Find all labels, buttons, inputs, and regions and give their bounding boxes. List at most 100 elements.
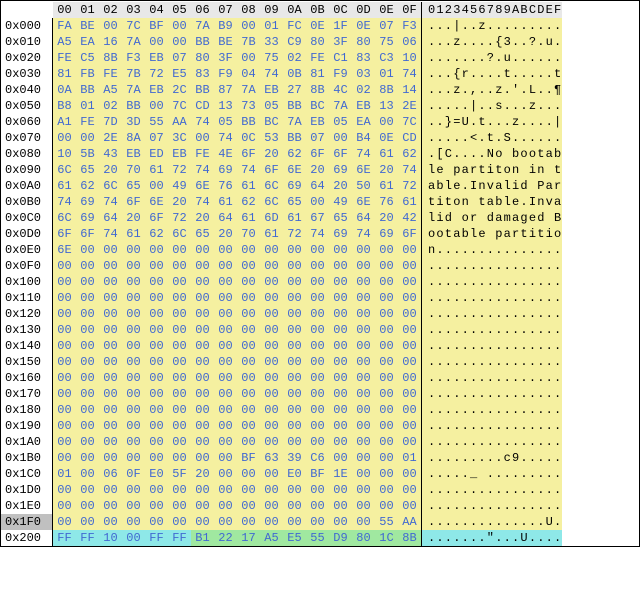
hex-byte[interactable]: 00 — [237, 274, 260, 290]
hex-byte[interactable]: 1F — [329, 18, 352, 34]
row-ascii[interactable]: ................ — [422, 338, 562, 354]
hex-byte[interactable]: 00 — [375, 482, 398, 498]
hex-byte[interactable]: 00 — [168, 354, 191, 370]
hex-byte[interactable]: 80 — [352, 34, 375, 50]
hex-byte[interactable]: 00 — [375, 354, 398, 370]
hex-byte[interactable]: 00 — [352, 466, 375, 482]
hex-byte[interactable]: 00 — [237, 322, 260, 338]
hex-byte[interactable]: 00 — [122, 290, 145, 306]
hex-byte[interactable]: 00 — [352, 418, 375, 434]
hex-byte[interactable]: 00 — [53, 322, 76, 338]
row-ascii[interactable]: ......."...U.... — [422, 530, 562, 546]
hex-byte[interactable]: 2E — [99, 130, 122, 146]
hex-byte[interactable]: 00 — [191, 306, 214, 322]
hex-byte[interactable]: 00 — [283, 434, 306, 450]
row-ascii[interactable]: ................ — [422, 274, 562, 290]
hex-byte[interactable]: 00 — [145, 258, 168, 274]
hex-byte[interactable]: 69 — [329, 226, 352, 242]
hex-byte[interactable]: 20 — [122, 210, 145, 226]
hex-byte[interactable]: 72 — [168, 210, 191, 226]
row-ascii[interactable]: .....<.t.S...... — [422, 130, 562, 146]
hex-byte[interactable]: 00 — [191, 322, 214, 338]
hex-byte[interactable]: 00 — [260, 290, 283, 306]
hex-byte[interactable]: 00 — [53, 290, 76, 306]
hex-row[interactable]: 0x1B00000000000000000BF6339C600000001...… — [1, 450, 639, 466]
row-ascii[interactable]: ...{r....t.....t — [422, 66, 562, 82]
hex-byte[interactable]: 61 — [237, 178, 260, 194]
hex-byte[interactable]: 00 — [53, 130, 76, 146]
hex-byte[interactable]: 61 — [375, 146, 398, 162]
hex-row[interactable]: 0x050B80102BB007CCD137305BBBC7AEB132E...… — [1, 98, 639, 114]
hex-byte[interactable]: 75 — [260, 50, 283, 66]
hex-byte[interactable]: BF — [306, 466, 329, 482]
hex-byte[interactable]: 00 — [168, 18, 191, 34]
hex-byte[interactable]: BE — [214, 34, 237, 50]
hex-byte[interactable]: 1E — [329, 466, 352, 482]
hex-byte[interactable]: C5 — [76, 50, 99, 66]
hex-byte[interactable]: 00 — [260, 354, 283, 370]
hex-byte[interactable]: C3 — [375, 50, 398, 66]
hex-byte[interactable]: 53 — [260, 130, 283, 146]
row-ascii[interactable]: ..}=U.t...z....| — [422, 114, 562, 130]
hex-row[interactable]: 0x19000000000000000000000000000000000...… — [1, 418, 639, 434]
hex-byte[interactable]: 00 — [168, 386, 191, 402]
hex-byte[interactable]: 00 — [283, 482, 306, 498]
hex-byte[interactable]: 00 — [398, 274, 421, 290]
hex-byte[interactable]: 00 — [53, 338, 76, 354]
hex-byte[interactable]: 00 — [191, 274, 214, 290]
hex-byte[interactable]: 00 — [99, 370, 122, 386]
hex-byte[interactable]: EB — [306, 114, 329, 130]
hex-byte[interactable]: 61 — [260, 226, 283, 242]
hex-byte[interactable]: FE — [306, 50, 329, 66]
hex-byte[interactable]: 00 — [122, 338, 145, 354]
hex-row[interactable]: 0x13000000000000000000000000000000000...… — [1, 322, 639, 338]
hex-byte[interactable]: 27 — [283, 82, 306, 98]
hex-byte[interactable]: 00 — [122, 434, 145, 450]
hex-byte[interactable]: 7A — [191, 18, 214, 34]
hex-byte[interactable]: 61 — [283, 210, 306, 226]
hex-byte[interactable]: 00 — [76, 466, 99, 482]
hex-byte[interactable]: 00 — [76, 258, 99, 274]
hex-byte[interactable]: 00 — [53, 434, 76, 450]
hex-byte[interactable]: 00 — [398, 242, 421, 258]
hex-byte[interactable]: 00 — [398, 434, 421, 450]
hex-byte[interactable]: 00 — [168, 242, 191, 258]
hex-byte[interactable]: 00 — [145, 306, 168, 322]
hex-byte[interactable]: 14 — [398, 82, 421, 98]
hex-byte[interactable]: 00 — [53, 402, 76, 418]
hex-byte[interactable]: 00 — [76, 290, 99, 306]
hex-byte[interactable]: 42 — [398, 210, 421, 226]
hex-byte[interactable]: 00 — [352, 514, 375, 530]
hex-byte[interactable]: 00 — [76, 306, 99, 322]
hex-byte[interactable]: 07 — [306, 130, 329, 146]
hex-byte[interactable]: 00 — [214, 498, 237, 514]
hex-byte[interactable]: 00 — [283, 322, 306, 338]
hex-byte[interactable]: BB — [122, 98, 145, 114]
hex-byte[interactable]: 00 — [260, 402, 283, 418]
hex-byte[interactable]: 6F — [306, 146, 329, 162]
hex-byte[interactable]: 20 — [329, 178, 352, 194]
hex-byte[interactable]: 00 — [237, 498, 260, 514]
hex-row[interactable]: 0x18000000000000000000000000000000000...… — [1, 402, 639, 418]
hex-byte[interactable]: 00 — [214, 274, 237, 290]
hex-byte[interactable]: 8A — [122, 130, 145, 146]
hex-byte[interactable]: 64 — [214, 210, 237, 226]
hex-byte[interactable]: 00 — [122, 450, 145, 466]
hex-byte[interactable]: 55 — [375, 514, 398, 530]
hex-byte[interactable]: 00 — [214, 466, 237, 482]
hex-byte[interactable]: 20 — [306, 162, 329, 178]
hex-byte[interactable]: 00 — [398, 322, 421, 338]
hex-byte[interactable]: 00 — [145, 322, 168, 338]
hex-byte[interactable]: 80 — [306, 34, 329, 50]
hex-byte[interactable]: 00 — [306, 274, 329, 290]
row-ascii[interactable]: .[C....No bootab — [422, 146, 562, 162]
hex-byte[interactable]: FA — [53, 18, 76, 34]
hex-byte[interactable]: 06 — [99, 466, 122, 482]
hex-byte[interactable]: 00 — [237, 50, 260, 66]
hex-byte[interactable]: 01 — [375, 66, 398, 82]
hex-row[interactable]: 0x000FABE007CBF007AB90001FC0E1F0E07F3...… — [1, 18, 639, 34]
hex-byte[interactable]: 8B — [398, 530, 421, 546]
hex-byte[interactable]: 00 — [53, 482, 76, 498]
hex-row[interactable]: 0x1F0000000000000000000000000000055AA...… — [1, 514, 639, 530]
hex-byte[interactable]: 00 — [145, 98, 168, 114]
